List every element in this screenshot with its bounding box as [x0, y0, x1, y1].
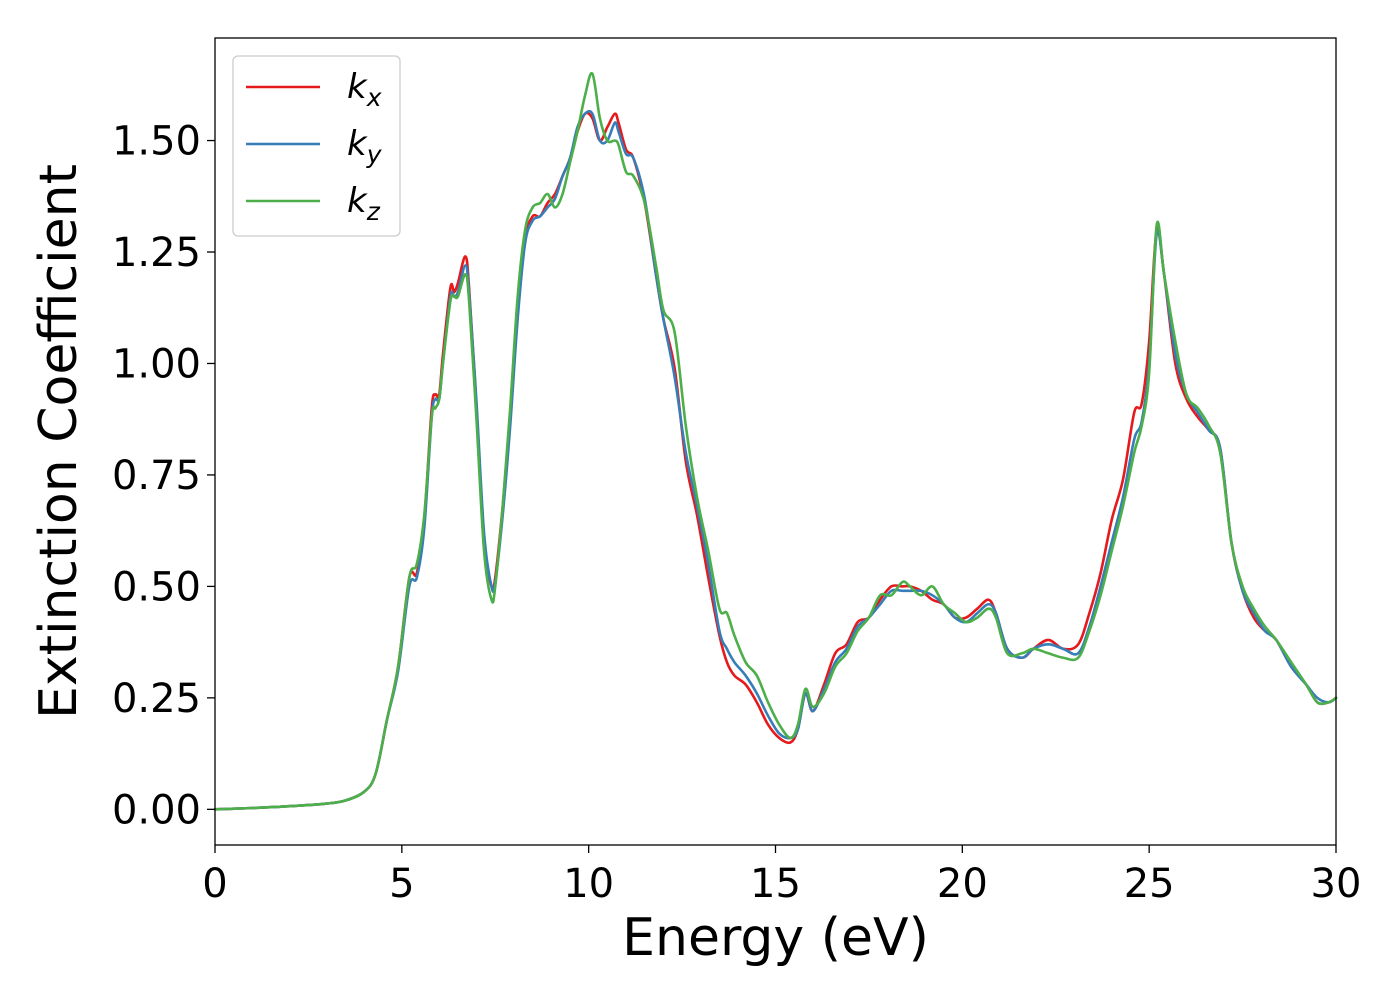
x-tick-label: 15: [750, 861, 801, 907]
x-tick-label: 10: [563, 861, 614, 907]
y-tick-label: 0.00: [112, 787, 201, 833]
y-axis-ticks: 0.00 0.25 0.50 0.75 1.00 1.25 1.50: [112, 119, 215, 833]
y-tick-label: 1.25: [112, 230, 201, 276]
x-tick-label: 0: [202, 861, 227, 907]
x-tick-label: 30: [1311, 861, 1362, 907]
series-lines: [213, 71, 1338, 811]
series-line-z: [213, 71, 1338, 811]
legend-label-y: ky: [347, 124, 383, 169]
x-tick-label: 25: [1124, 861, 1175, 907]
legend-label-z: kz: [347, 181, 381, 226]
x-axis-ticks: 0 5 10 15 20 25 30: [202, 845, 1361, 907]
x-tick-label: 20: [937, 861, 988, 907]
y-axis-title: Extinction Coefficient: [29, 164, 89, 719]
legend: kx ky kz: [232, 55, 401, 237]
x-tick-label: 5: [389, 861, 414, 907]
x-axis-title: Energy (eV): [622, 908, 929, 968]
y-tick-label: 0.25: [112, 676, 201, 722]
legend-label-x: kx: [347, 67, 382, 112]
y-tick-label: 0.75: [112, 453, 201, 499]
legend-box: [232, 55, 401, 237]
y-tick-label: 1.00: [112, 341, 201, 387]
y-tick-label: 1.50: [112, 119, 201, 165]
series-line-x: [213, 111, 1338, 811]
y-tick-label: 0.50: [112, 564, 201, 610]
